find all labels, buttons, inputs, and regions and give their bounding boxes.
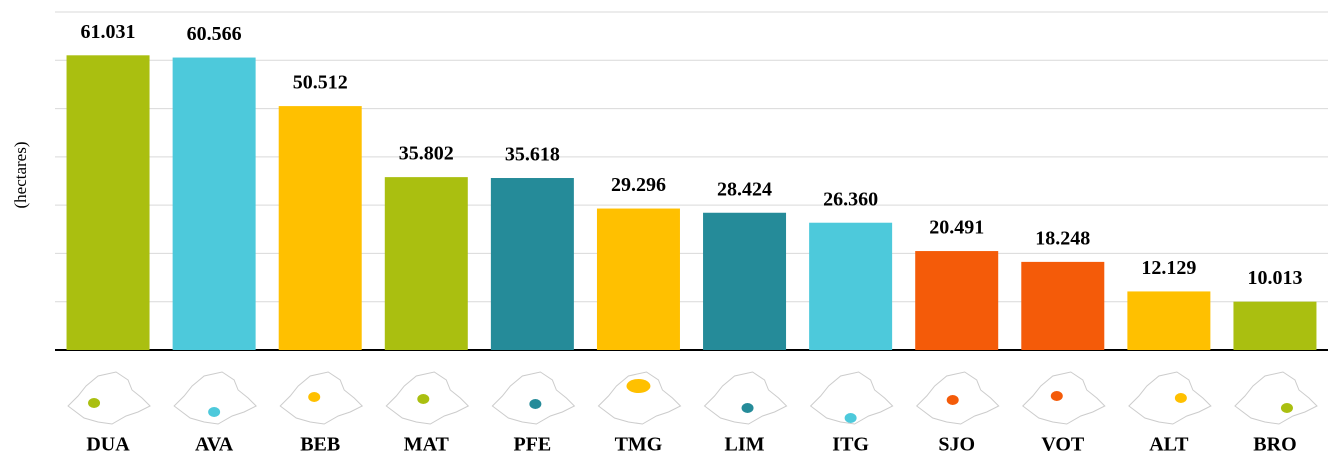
map-icon xyxy=(385,371,470,425)
value-label: 35.618 xyxy=(505,144,560,166)
value-label: 12.129 xyxy=(1141,257,1196,279)
map-icon xyxy=(279,371,364,425)
x-tick-label: MAT xyxy=(404,434,450,456)
map-outline xyxy=(809,371,894,425)
map-icon xyxy=(173,371,257,425)
bar xyxy=(1021,261,1105,350)
bar xyxy=(172,57,256,351)
bar xyxy=(384,177,468,350)
map-outline xyxy=(491,371,576,425)
x-tick-label: PFE xyxy=(513,434,551,456)
x-tick-label: LIM xyxy=(725,434,765,456)
map-outline xyxy=(703,371,788,425)
map-region xyxy=(208,407,221,417)
value-label: 28.424 xyxy=(717,178,772,200)
map-outline xyxy=(1128,371,1212,425)
value-label: 18.248 xyxy=(1035,227,1090,249)
map-outline xyxy=(597,371,682,425)
bar xyxy=(278,106,362,350)
map-icon xyxy=(597,371,682,425)
map-region xyxy=(844,413,857,423)
map-outline xyxy=(385,371,470,425)
map-region xyxy=(1174,393,1187,403)
x-tick-label: VOT xyxy=(1041,434,1085,456)
map-region xyxy=(417,394,430,404)
map-icon xyxy=(491,371,576,425)
map-region xyxy=(308,392,321,402)
map-outline xyxy=(173,371,257,425)
x-tick-label: AVA xyxy=(195,434,234,456)
x-tick-label: BEB xyxy=(300,434,340,456)
x-tick-label: DUA xyxy=(86,434,130,456)
bar xyxy=(596,208,680,350)
map-outline xyxy=(279,371,364,425)
map-icon xyxy=(703,371,788,425)
value-label: 61.031 xyxy=(81,21,136,43)
value-label: 26.360 xyxy=(823,188,878,210)
map-outline xyxy=(915,371,1000,425)
map-region xyxy=(88,398,101,408)
value-label: 35.802 xyxy=(399,143,454,165)
bar xyxy=(66,55,150,350)
bar xyxy=(809,222,893,350)
map-outline xyxy=(67,371,151,425)
map-icon xyxy=(67,371,151,425)
map-icon xyxy=(1022,371,1106,425)
map-region xyxy=(1280,403,1293,413)
value-label: 20.491 xyxy=(929,217,984,239)
map-region xyxy=(529,399,542,409)
x-tick-label: TMG xyxy=(615,434,663,456)
map-icon xyxy=(915,371,1000,425)
y-axis-label: (hectares) xyxy=(11,141,30,208)
bar xyxy=(1233,301,1317,350)
bar xyxy=(490,178,574,350)
x-tick-label: BRO xyxy=(1253,434,1296,456)
map-region xyxy=(741,403,754,413)
bar xyxy=(703,212,787,350)
value-label: 10.013 xyxy=(1247,267,1302,289)
value-label: 60.566 xyxy=(187,23,242,45)
x-tick-label: SJO xyxy=(938,434,975,456)
bar xyxy=(1127,291,1211,350)
map-icon xyxy=(809,371,894,425)
map-region xyxy=(946,395,959,405)
map-icon xyxy=(1128,371,1212,425)
map-icon xyxy=(1234,371,1318,425)
value-label: 50.512 xyxy=(293,72,348,94)
x-tick-label: ALT xyxy=(1149,434,1189,456)
map-region xyxy=(626,379,651,393)
map-region xyxy=(1050,391,1063,401)
value-label: 29.296 xyxy=(611,174,666,196)
map-outline xyxy=(1022,371,1106,425)
map-outline xyxy=(1234,371,1318,425)
bar xyxy=(915,251,999,350)
x-tick-label: ITG xyxy=(832,434,869,456)
